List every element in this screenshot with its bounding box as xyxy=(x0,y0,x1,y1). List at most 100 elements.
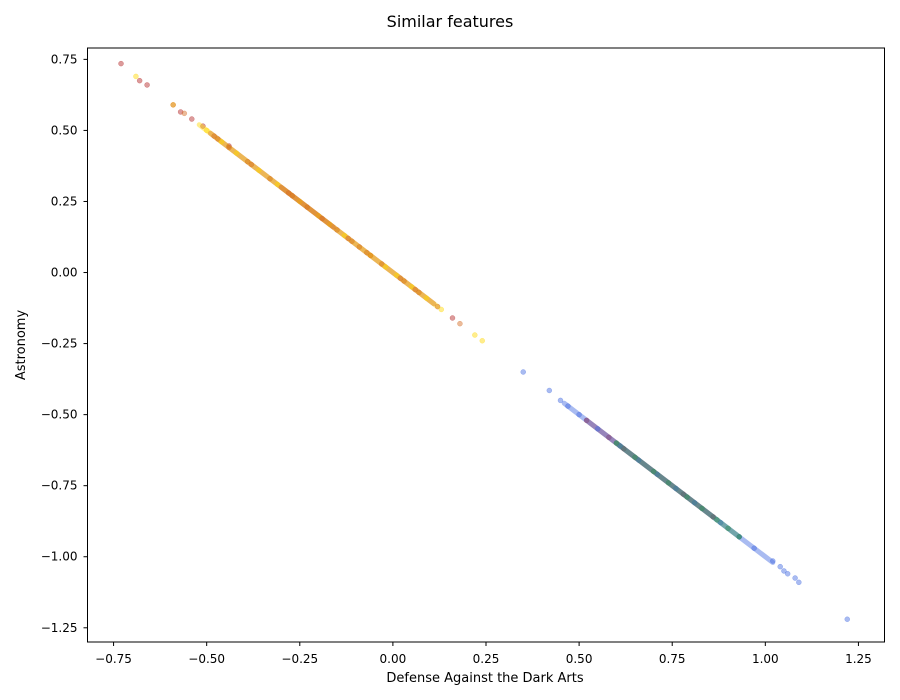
series-4 xyxy=(613,440,743,540)
data-point xyxy=(449,315,456,321)
data-point xyxy=(256,167,262,173)
data-point xyxy=(319,215,325,222)
data-point xyxy=(736,534,743,540)
data-point xyxy=(416,289,422,296)
series-2 xyxy=(170,102,463,327)
data-point xyxy=(621,445,627,452)
data-point xyxy=(118,60,124,67)
x-tick-label: 0.50 xyxy=(566,652,593,666)
data-point xyxy=(792,575,798,581)
data-point xyxy=(401,278,407,284)
data-point xyxy=(844,616,851,623)
data-point xyxy=(364,249,370,256)
x-tick-label: −0.75 xyxy=(95,652,132,666)
y-axis-ticks: −1.25 −1.00 −0.75 −0.50 −0.25 0.00 0.25 0.50 0.7… xyxy=(41,52,88,635)
data-point xyxy=(349,238,355,245)
data-point xyxy=(770,558,776,564)
data-point xyxy=(267,175,273,182)
x-tick-label: −0.25 xyxy=(281,652,318,666)
data-point xyxy=(211,133,217,139)
data-point xyxy=(136,77,143,84)
data-point xyxy=(777,563,783,570)
data-point xyxy=(520,369,526,375)
dense-point-run xyxy=(613,440,742,540)
data-point xyxy=(233,150,240,156)
data-point xyxy=(215,136,221,142)
y-tick-label: 0.50 xyxy=(51,123,78,137)
data-point xyxy=(479,337,486,344)
data-point xyxy=(472,332,478,338)
data-point xyxy=(684,494,690,500)
data-point xyxy=(412,286,418,293)
y-tick-label: −1.25 xyxy=(41,621,78,635)
data-point xyxy=(218,139,225,145)
data-point xyxy=(617,443,623,449)
data-point xyxy=(565,403,571,409)
data-point xyxy=(203,127,210,134)
data-point xyxy=(613,440,620,446)
data-point xyxy=(714,517,720,523)
data-point xyxy=(673,485,679,492)
data-point xyxy=(796,579,802,586)
y-tick-label: 0.00 xyxy=(51,266,78,280)
data-point xyxy=(378,261,385,267)
data-point xyxy=(189,116,195,122)
data-point xyxy=(345,235,351,242)
data-point xyxy=(699,505,705,512)
chart-title: Similar features xyxy=(387,12,514,31)
data-point xyxy=(244,158,251,165)
data-point xyxy=(650,468,657,475)
data-point xyxy=(725,525,731,532)
data-point xyxy=(248,161,255,168)
data-point xyxy=(334,227,340,233)
data-point xyxy=(408,283,415,290)
data-point xyxy=(434,303,441,310)
data-point xyxy=(226,144,232,151)
data-point xyxy=(177,109,184,115)
series-0 xyxy=(118,60,716,520)
data-points xyxy=(118,60,851,623)
x-tick-label: 1.00 xyxy=(752,652,779,666)
data-point xyxy=(751,545,757,551)
y-tick-label: −0.50 xyxy=(41,408,78,422)
data-point xyxy=(710,514,716,520)
data-point xyxy=(367,252,374,259)
data-point xyxy=(781,568,787,574)
dense-point-run xyxy=(207,130,437,307)
data-point xyxy=(289,193,296,199)
data-point xyxy=(356,244,363,250)
data-point xyxy=(341,232,348,239)
x-tick-label: 0.00 xyxy=(380,652,407,666)
data-point xyxy=(594,426,601,432)
x-tick-label: 1.25 xyxy=(845,652,872,666)
data-point xyxy=(133,73,139,80)
data-point xyxy=(226,143,232,149)
x-tick-label: 0.25 xyxy=(473,652,500,666)
y-tick-label: −0.25 xyxy=(41,337,78,351)
data-point xyxy=(736,534,743,540)
series-3 xyxy=(520,369,851,623)
data-point xyxy=(784,571,791,577)
data-point xyxy=(680,491,687,497)
data-point xyxy=(606,434,612,441)
data-point xyxy=(170,102,176,108)
plot-frame xyxy=(87,47,885,643)
data-point xyxy=(438,306,445,313)
data-point xyxy=(717,519,724,526)
data-point xyxy=(576,411,582,418)
data-point xyxy=(315,212,322,219)
data-point xyxy=(557,397,564,404)
data-point xyxy=(170,102,176,108)
data-point xyxy=(423,295,430,301)
data-point xyxy=(367,252,374,259)
data-point xyxy=(181,110,188,117)
dense-point-run xyxy=(561,400,776,565)
data-point xyxy=(144,82,150,88)
y-axis-label: Astronomy xyxy=(14,310,29,381)
dense-point-run xyxy=(196,122,441,310)
data-point xyxy=(691,499,698,506)
data-point xyxy=(665,480,672,486)
y-tick-label: −1.00 xyxy=(41,550,78,564)
